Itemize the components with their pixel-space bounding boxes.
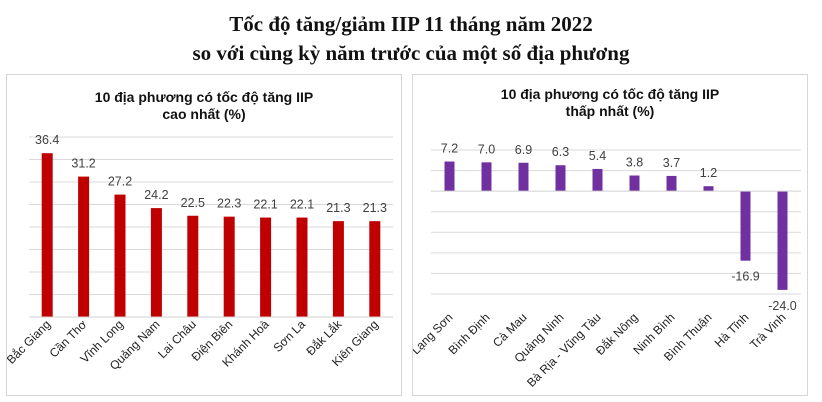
bar <box>666 175 677 192</box>
value-label: 22.3 <box>217 197 241 211</box>
bar <box>481 162 492 192</box>
category-label: Hà Tĩnh <box>712 310 752 350</box>
chart-panel-highest: 10 địa phương có tốc độ tăng IIP cao nhấ… <box>6 74 402 396</box>
value-label: -24.0 <box>768 299 797 313</box>
bar <box>223 216 235 317</box>
value-label: 27.2 <box>108 175 132 189</box>
value-label: 7.0 <box>478 142 495 156</box>
chart-title-line-2: cao nhất (%) <box>162 106 246 122</box>
value-label: 3.7 <box>663 156 680 170</box>
gridlines <box>29 136 393 295</box>
bar <box>592 168 603 192</box>
value-label: 6.3 <box>552 145 569 159</box>
value-label: 6.9 <box>515 143 532 157</box>
category-label: Bắc Giang <box>7 317 53 367</box>
value-label: 21.3 <box>363 201 387 215</box>
bar <box>260 217 272 317</box>
bar <box>444 161 455 192</box>
value-label: 24.2 <box>144 188 168 202</box>
chart-title-line-1: 10 địa phương có tốc độ tăng IIP <box>94 89 314 105</box>
value-label: 3.8 <box>626 156 643 170</box>
bar <box>777 191 788 290</box>
chart-title-line-1: 10 địa phương có tốc độ tăng IIP <box>500 86 720 102</box>
main-title-line-2: so với cùng kỳ năm trước của một số địa … <box>192 41 630 65</box>
chart-title-line-2: thấp nhất (%) <box>565 103 655 119</box>
value-label: 22.5 <box>181 196 205 210</box>
bar <box>555 165 566 192</box>
bar <box>150 208 162 317</box>
bar-chart-highest: 36.4 31.2 27.2 24.2 22.5 22.3 22.1 22.1 21.3 21.3… <box>7 133 393 373</box>
bar <box>296 217 308 317</box>
value-label: 22.1 <box>290 198 314 212</box>
value-label: 22.1 <box>253 198 277 212</box>
value-label: 5.4 <box>589 149 606 163</box>
value-label: 7.2 <box>441 142 458 156</box>
bars <box>41 153 381 317</box>
bar <box>629 175 640 192</box>
bar <box>332 221 344 317</box>
main-title-line-1: Tốc độ tăng/giảm IIP 11 tháng năm 2022 <box>229 12 593 36</box>
category-label: Sơn La <box>270 317 308 355</box>
bar <box>703 186 714 192</box>
value-label: 1.2 <box>700 166 717 180</box>
chart-panel-lowest: 10 địa phương có tốc độ tăng IIP thấp nh… <box>412 74 808 396</box>
bar <box>78 176 90 317</box>
bars <box>444 161 788 290</box>
bar <box>41 153 53 317</box>
category-label: Trà Vinh <box>747 310 789 352</box>
bar <box>114 194 126 317</box>
bar <box>187 215 199 317</box>
bar <box>369 221 381 317</box>
value-label: 21.3 <box>326 201 350 215</box>
value-label: 36.4 <box>35 133 59 147</box>
chart-title-highest: 10 địa phương có tốc độ tăng IIP cao nhấ… <box>7 89 401 123</box>
value-label: -16.9 <box>731 270 760 284</box>
bar <box>740 191 751 261</box>
value-labels: 36.4 31.2 27.2 24.2 22.5 22.3 22.1 22.1 21.3 21.3 <box>35 133 387 215</box>
value-label: 31.2 <box>71 157 95 171</box>
chart-title-lowest: 10 địa phương có tốc độ tăng IIP thấp nh… <box>413 86 807 120</box>
bar <box>518 162 529 192</box>
value-labels: 7.2 7.0 6.9 6.3 5.4 3.8 3.7 1.2 -16.9 -24.0 <box>441 142 797 313</box>
gridlines <box>431 149 801 295</box>
